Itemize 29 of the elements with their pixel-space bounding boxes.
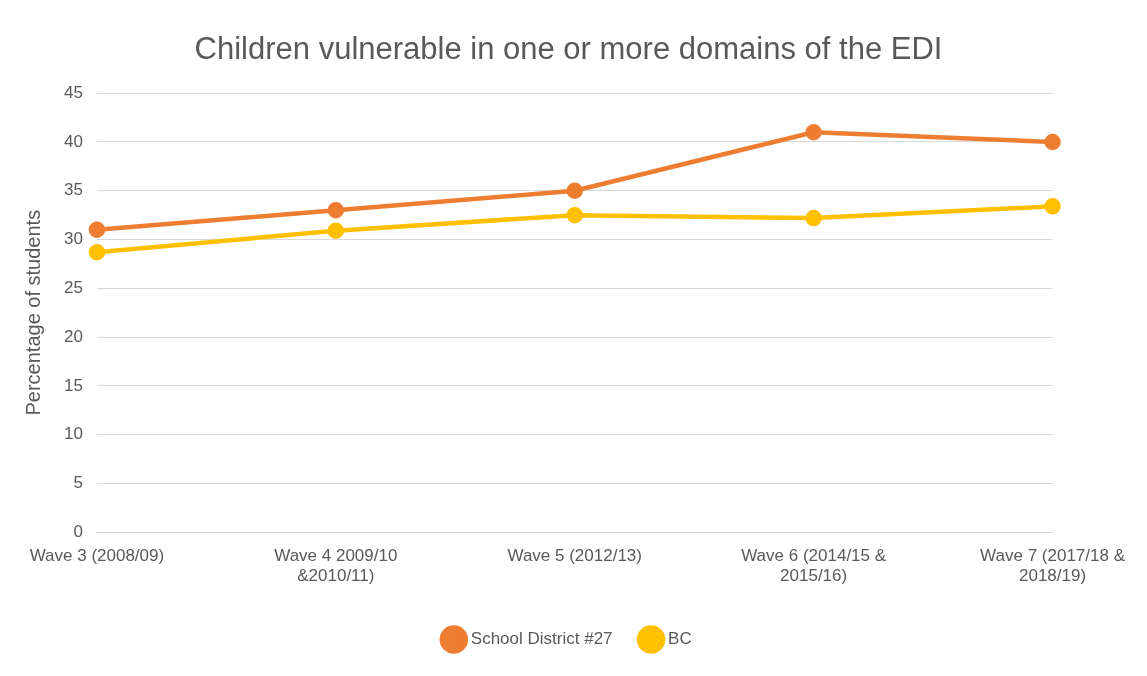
y-tick-label: 45 [63, 82, 83, 102]
point [1044, 198, 1061, 215]
y-tick-label: 35 [63, 180, 83, 200]
y-axis-title: Percentage of students [21, 209, 44, 416]
y-tick-label: 25 [63, 278, 83, 297]
x-tick-label: Wave 5 (2012/13) [507, 546, 642, 566]
x-tick-label: Wave 6 (2014/15 & 2015/16) [741, 546, 887, 586]
y-tick-label: 10 [63, 424, 83, 444]
y-tick-label: 5 [73, 473, 83, 493]
point [805, 209, 822, 227]
y-tick-label: 40 [63, 131, 83, 151]
point [327, 222, 345, 239]
y-tick-label: 20 [63, 326, 83, 346]
point [566, 206, 583, 224]
y-tick-label: 15 [63, 375, 83, 395]
x-tick-label: Wave 3 (2008/09) [29, 546, 165, 566]
y-tick-label: 30 [63, 229, 83, 249]
chart-title: Children vulnerable in one or more domains of the EDI [194, 31, 943, 67]
point [327, 202, 345, 219]
point [805, 123, 822, 141]
legend-label: School District #27 [470, 629, 613, 649]
x-tick-label: Wave 7 (2017/18 & 2018/19) [980, 546, 1126, 586]
y-tick-label: 0 [73, 521, 83, 541]
x-tick-label: Wave 4 2009/10 &2010/11) [274, 546, 398, 586]
point [88, 243, 106, 261]
point [1044, 133, 1061, 151]
point [566, 182, 583, 200]
point [88, 221, 106, 239]
legend-label: BC [668, 629, 692, 649]
